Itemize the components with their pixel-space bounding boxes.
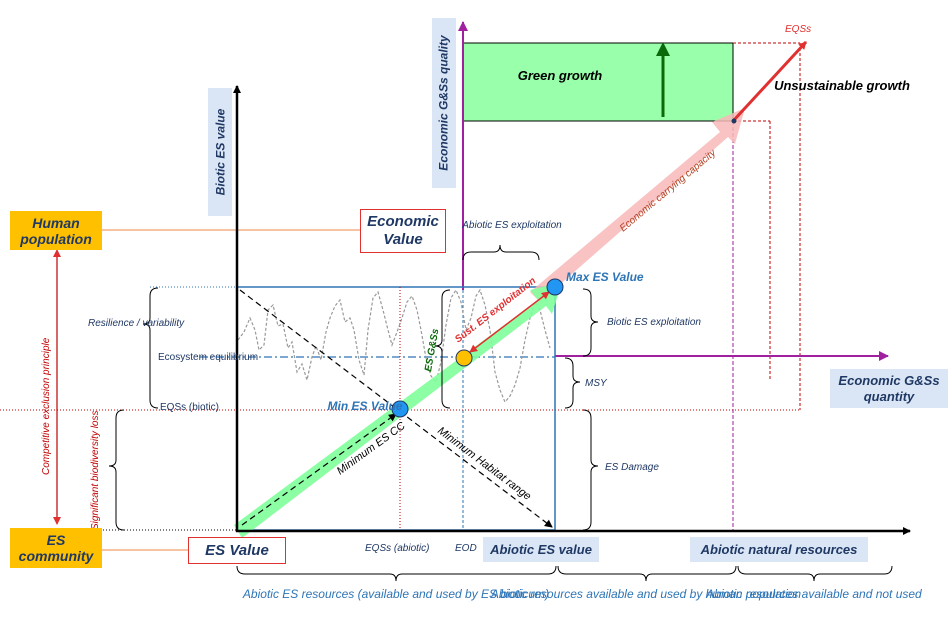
economic-quality-text: Economic G&Ss quality <box>437 35 451 171</box>
unsustainable-growth-label: Unsustainable growth <box>774 78 910 93</box>
minimum-habitat-range-label: Minimum Habitat range <box>435 425 533 503</box>
eqss-biotic-label: EQSs (biotic) <box>160 402 219 413</box>
human-population-box: Human population <box>10 211 102 250</box>
economic-carrying-capacity-label: Economic carrying capacity <box>618 147 719 234</box>
ecosystem-equilibrium-label: Ecosystem equilibrium <box>158 352 258 363</box>
es-value-label-box: ES Value <box>188 537 286 564</box>
sust-exploitation-arrow <box>469 291 550 353</box>
abiotic-es-value-box: Abiotic ES value <box>483 537 599 562</box>
economic-carrying-capacity-arrow <box>530 108 745 302</box>
biotic-es-exploitation-label: Biotic ES exploitation <box>607 317 701 328</box>
abiotic-resources-used-label: Abiotic resources available and used by … <box>490 587 802 601</box>
population-curve <box>237 288 551 404</box>
green-growth-area <box>462 42 734 122</box>
eqss-top-label: EQSs <box>785 24 811 35</box>
max-es-value-point <box>546 278 564 296</box>
competitive-exclusion-label: Competitive exclusion principle <box>41 337 52 475</box>
abiotic-resources-not-used-text: Abiotic resources available and not used <box>705 587 922 601</box>
es-gss-label: ES G&Ss <box>423 327 441 372</box>
economic-quality-axis-label: Economic G&Ss quality <box>432 18 456 188</box>
minimum-es-cc-line <box>241 413 397 526</box>
eod-label: EOD <box>455 543 477 554</box>
resilience-label: Resilience / variability <box>88 318 185 329</box>
es-community-box: ES community <box>10 528 102 568</box>
significant-biodiversity-loss-label: Significant biodiversity loss <box>90 411 101 531</box>
sustainable-point <box>455 349 473 367</box>
economic-value-box: Economic Value <box>360 209 446 253</box>
es-damage-label: ES Damage <box>605 462 659 473</box>
abiotic-resources-not-used-label: Abiotic resources available and not used <box>705 587 922 601</box>
abiotic-es-resources-text: Abiotic ES resources (available and used… <box>242 587 549 601</box>
green-growth-label: Green growth <box>518 68 603 83</box>
eqss-abiotic-label: EQSs (abiotic) <box>365 543 429 554</box>
abiotic-natural-resources-box: Abiotic natural resources <box>690 537 868 562</box>
min-es-value-point <box>391 400 409 418</box>
economic-gss-quantity-box: Economic G&Ss quantity <box>830 369 948 408</box>
biotic-es-value-text: Biotic ES value <box>213 108 228 196</box>
unsustainable-growth-arrow <box>732 40 808 122</box>
abiotic-es-resources-label: Abiotic ES resources (available and used… <box>242 587 549 601</box>
msy-label: MSY <box>585 378 608 389</box>
min-es-value-label: Min ES Value <box>328 399 403 413</box>
abiotic-es-exploitation-label: Abiotic ES exploitation <box>461 220 562 231</box>
max-es-value-label: Max ES Value <box>566 270 644 284</box>
abiotic-resources-used-text: Abiotic resources available and used by … <box>490 587 802 601</box>
abiotic-es-exploitation-text: Abiotic ES exploitation <box>461 220 562 231</box>
biotic-es-value-axis-label: Biotic ES value <box>208 88 232 216</box>
